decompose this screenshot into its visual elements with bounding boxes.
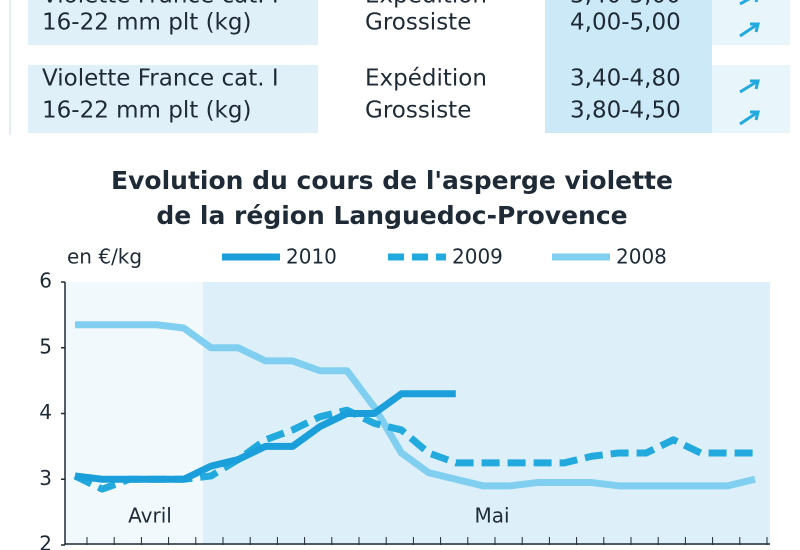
plot-bg-right [203, 282, 770, 545]
legend-label: 2009 [452, 245, 503, 269]
legend-label: 2010 [286, 245, 337, 269]
chart-title: Evolution du cours de l'asperge violette [111, 166, 673, 195]
y-tick-label: 6 [39, 269, 52, 293]
table-cell: 3,40-4,80 [570, 66, 681, 92]
y-tick-label: 3 [39, 466, 52, 490]
table-cell: 3,40-5,00 [570, 0, 681, 9]
line-series [74, 390, 456, 483]
legend-label: 2008 [616, 245, 667, 269]
y-tick-label: 4 [39, 400, 52, 424]
line-series [75, 321, 756, 490]
table-cell: Grossiste [365, 98, 471, 124]
trend-arrows [739, 0, 760, 126]
table-cell: Grossiste [365, 10, 471, 36]
table-cell: 4,00-5,00 [570, 10, 681, 36]
y-tick-label: 5 [39, 334, 52, 358]
period-label: Mai [474, 504, 509, 528]
table-cell: Violette France cat. I [42, 66, 279, 92]
table-cell: 16-22 mm plt (kg) [42, 98, 251, 124]
period-label: Avril [128, 504, 172, 528]
table-cell: 16-22 mm plt (kg) [42, 10, 251, 36]
table-cell: Violette France cat. I [42, 0, 279, 9]
cell-bg [545, 0, 712, 133]
y-axis-label: en €/kg [67, 245, 142, 269]
table-cell: Expédition [365, 0, 487, 9]
table-cell: Expédition [365, 66, 487, 92]
cell-bg [28, 65, 318, 133]
table-cell: 3,80-4,50 [570, 98, 681, 124]
cell-bg [712, 65, 790, 133]
cell-bg [28, 0, 318, 45]
chart-title: de la région Languedoc-Provence [156, 201, 627, 230]
y-tick-label: 2 [39, 532, 52, 550]
